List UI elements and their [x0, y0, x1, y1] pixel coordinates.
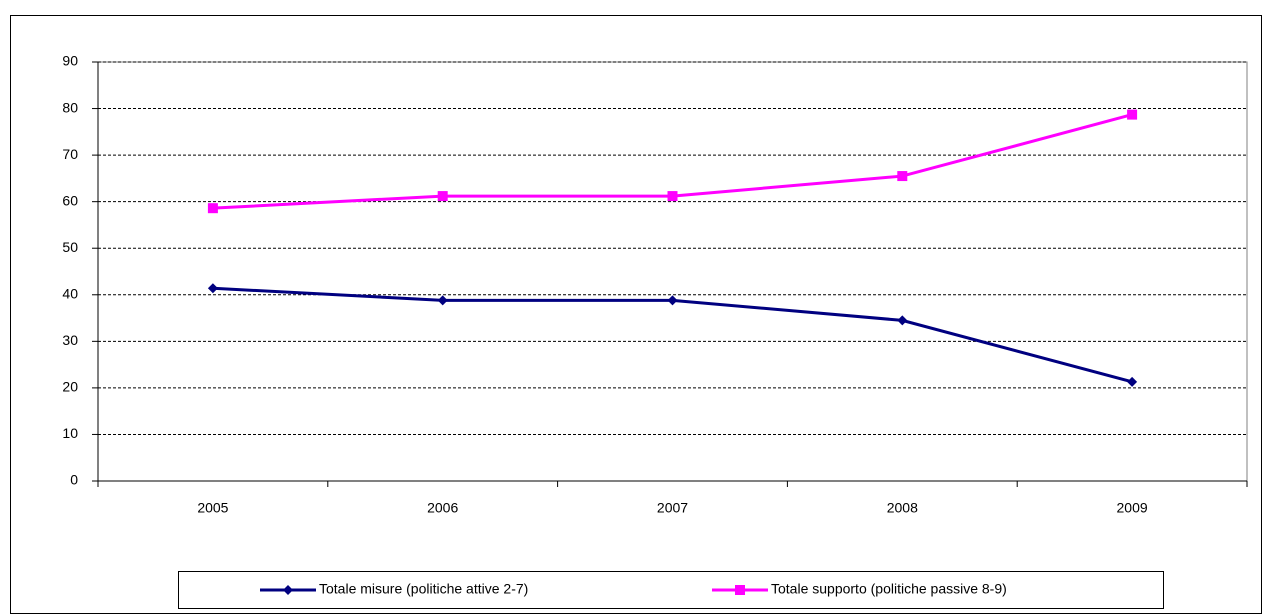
y-tick-label: 80 [62, 99, 78, 115]
y-tick-label: 70 [62, 146, 78, 162]
plot-area [97, 61, 1248, 482]
x-tick-label: 2008 [887, 500, 918, 516]
data-point [437, 295, 448, 306]
data-point [897, 171, 908, 182]
y-tick-label: 0 [70, 472, 78, 488]
y-tick-label: 30 [62, 332, 78, 348]
legend-marker [735, 585, 745, 595]
data-point [667, 295, 678, 306]
y-tick-label: 60 [62, 192, 78, 208]
x-tick-label: 2007 [657, 500, 688, 516]
data-point [207, 203, 218, 214]
data-point [667, 191, 678, 202]
x-tick-label: 2006 [427, 500, 458, 516]
data-point [437, 191, 448, 202]
legend-label: Totale supporto (politiche passive 8-9) [771, 581, 1007, 597]
data-point [207, 283, 218, 294]
y-tick-label: 10 [62, 425, 78, 441]
data-point [897, 315, 908, 326]
data-point [1127, 376, 1138, 387]
y-tick-label: 40 [62, 285, 78, 301]
legend-marker [283, 585, 293, 595]
y-tick-label: 20 [62, 379, 78, 395]
x-tick-label: 2009 [1117, 500, 1148, 516]
legend-box [178, 571, 1164, 609]
y-tick-label: 50 [62, 239, 78, 255]
y-tick-label: 90 [62, 53, 78, 69]
legend-label: Totale misure (politiche attive 2-7) [319, 581, 528, 597]
data-point [1127, 109, 1138, 120]
x-tick-label: 2005 [197, 500, 228, 516]
